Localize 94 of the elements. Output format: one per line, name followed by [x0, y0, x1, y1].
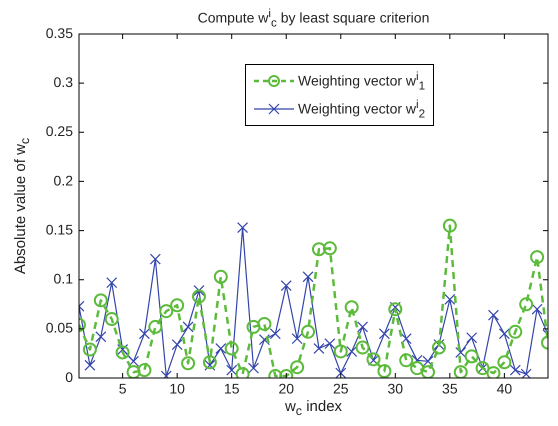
x-tick-label: 5 [118, 380, 127, 396]
point [224, 342, 239, 356]
chart-title: Compute w$^{i}$$_{c}$ by least square criterion [196, 6, 430, 32]
point [454, 365, 468, 378]
point [248, 362, 260, 374]
point [159, 304, 174, 318]
point [390, 302, 401, 313]
point [335, 368, 346, 378]
x-tick-label: 35 [442, 380, 458, 396]
point [182, 321, 194, 332]
point [486, 366, 500, 378]
point [344, 300, 359, 314]
point [172, 339, 183, 350]
y-tick-label: 0.2 [54, 172, 74, 188]
point [324, 338, 336, 350]
point [466, 332, 478, 344]
point [422, 356, 434, 367]
point [400, 333, 412, 344]
x-tick-label: 20 [278, 380, 294, 396]
point [117, 344, 128, 356]
point [215, 342, 226, 354]
y-tick-label: 0.35 [46, 24, 74, 41]
point [95, 331, 106, 342]
point [170, 298, 184, 312]
y-tick-label: 0.1 [54, 270, 74, 287]
point [377, 364, 392, 378]
point [497, 355, 512, 370]
point [444, 294, 456, 305]
point [193, 284, 205, 296]
x-tick-label: 30 [388, 380, 404, 396]
point [510, 364, 521, 376]
y-tick-label: 0.25 [46, 123, 74, 140]
point [498, 328, 510, 340]
point [84, 360, 96, 371]
point [488, 310, 500, 321]
point [432, 340, 446, 355]
point [508, 324, 522, 339]
point [399, 353, 414, 368]
point [292, 333, 303, 344]
point [356, 340, 370, 355]
point [94, 293, 108, 308]
point [138, 328, 150, 340]
point [346, 346, 358, 358]
point [421, 365, 436, 378]
point [322, 241, 337, 256]
point [214, 270, 228, 284]
point [334, 344, 348, 358]
x-tick-label: 10 [169, 380, 186, 396]
x-tick-label: 40 [496, 380, 512, 396]
y-tick-label: 0.3 [54, 74, 74, 90]
x-tick-label: 25 [332, 380, 349, 396]
point [442, 218, 457, 233]
y-tick-label: 0.15 [46, 221, 74, 238]
point [137, 363, 152, 378]
point [301, 324, 316, 339]
y-tick-label: 0.05 [46, 320, 74, 336]
point [181, 356, 196, 370]
point [313, 342, 325, 354]
point [366, 352, 380, 366]
point [237, 222, 248, 234]
point [128, 356, 140, 367]
point [150, 254, 161, 265]
point [388, 302, 402, 316]
point [148, 320, 162, 334]
point [257, 316, 272, 331]
point [204, 360, 216, 371]
point [312, 242, 326, 256]
point [378, 328, 390, 340]
point [202, 355, 217, 370]
point [455, 346, 466, 358]
point [116, 345, 130, 360]
point [192, 289, 206, 304]
y-tick-label: 0 [65, 368, 74, 385]
point [433, 339, 444, 350]
point [82, 342, 97, 356]
point [246, 320, 261, 334]
point [519, 297, 534, 312]
point [464, 349, 479, 364]
point [532, 304, 543, 315]
point [280, 280, 292, 292]
x-tick-label: 15 [224, 380, 240, 396]
point [126, 365, 141, 378]
point [270, 328, 281, 340]
point [530, 250, 544, 264]
point [520, 368, 532, 378]
point [302, 271, 314, 282]
point [357, 321, 368, 332]
point [104, 312, 119, 326]
point [106, 277, 118, 288]
x-axis-title: w$_{c}$ index [284, 398, 344, 418]
point [258, 334, 270, 346]
point [290, 360, 304, 374]
point [226, 364, 238, 376]
point [410, 361, 424, 376]
